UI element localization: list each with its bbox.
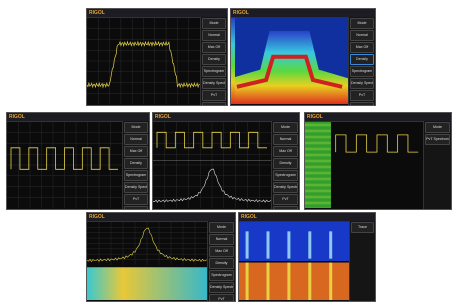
menu-item[interactable]: Density [209, 258, 234, 269]
menu-item[interactable]: PvT [202, 90, 226, 101]
burst [246, 263, 249, 300]
menu-item[interactable]: Normal [350, 30, 374, 41]
display [87, 222, 207, 300]
trace [336, 135, 419, 152]
menu-item[interactable]: Density Spectrogram [273, 182, 298, 193]
menu-item[interactable]: Mode [202, 18, 226, 29]
brand-logo: RIGOL [241, 214, 257, 220]
brand-logo: RIGOL [155, 114, 171, 120]
menu-item[interactable]: Density Spectrogram [209, 282, 234, 293]
menu-item[interactable]: Density [350, 54, 374, 65]
screenshot: RIGOL Trace [238, 212, 376, 302]
menu-item[interactable]: Max Off [273, 146, 298, 157]
menu-item[interactable]: PvT Spectrum [425, 134, 450, 145]
menu-item[interactable]: PvT [350, 90, 374, 101]
burst [246, 231, 249, 258]
brand-logo: RIGOL [89, 10, 105, 16]
burst [329, 231, 332, 258]
brand-logo: RIGOL [89, 214, 105, 220]
menu-item[interactable]: Density Spectrogram [124, 182, 148, 193]
spectrogram [87, 267, 207, 300]
page: (() => { const data = JSON.parse(documen… [0, 0, 456, 304]
burst [267, 263, 270, 300]
burst [287, 263, 290, 300]
menu-item[interactable]: Max Off [124, 146, 148, 157]
burst [308, 263, 311, 300]
brand-logo: RIGOL [233, 10, 249, 16]
menu-item[interactable]: Normal [209, 234, 234, 245]
burst [287, 231, 290, 258]
color-bar [231, 18, 235, 104]
burst [267, 231, 270, 258]
menu-item[interactable]: Spectrogram [209, 270, 234, 281]
menu-item[interactable]: Normal [202, 30, 226, 41]
display [7, 122, 122, 208]
display [87, 18, 200, 104]
menu-item[interactable]: Spectrogram [202, 66, 226, 77]
spectrogram [239, 263, 349, 300]
menu-item[interactable]: PvT [273, 194, 298, 205]
burst [329, 263, 332, 300]
menu-item[interactable]: Mode [273, 122, 298, 133]
menu-item[interactable]: Max Off [209, 246, 234, 257]
menu-item[interactable]: Normal [124, 134, 148, 145]
menu-item[interactable]: Mode [425, 122, 450, 133]
menu-item[interactable]: Mode [209, 222, 234, 233]
menu-item[interactable]: Spectrogram [273, 170, 298, 181]
menu-item[interactable]: Trace [351, 222, 374, 233]
display [239, 222, 349, 300]
menu-item[interactable]: Density [202, 54, 226, 65]
menu-item[interactable]: Density [124, 158, 148, 169]
spectrogram [239, 222, 349, 261]
brand-logo: RIGOL [9, 114, 25, 120]
menu-item[interactable]: Normal [273, 134, 298, 145]
menu-item[interactable]: PvT [124, 194, 148, 205]
trace [157, 132, 267, 147]
menu-item[interactable]: Spectrogram [124, 170, 148, 181]
menu-item[interactable]: Mode [350, 18, 374, 29]
display [231, 18, 348, 104]
menu-item[interactable]: PvT Spectrum [350, 102, 374, 106]
spectrogram [305, 122, 331, 208]
burst [308, 231, 311, 258]
menu-item[interactable]: PvT Spectrum [124, 206, 148, 210]
brand-logo: RIGOL [307, 114, 323, 120]
display [153, 122, 271, 208]
menu-item[interactable]: Max Off [350, 42, 374, 53]
menu-item[interactable]: Mode [124, 122, 148, 133]
menu-item[interactable]: Density Spectrogram [202, 78, 226, 89]
menu-item[interactable]: Density Spectrogram [350, 78, 374, 89]
side-menu: Trace [349, 221, 375, 301]
menu-item[interactable]: Spectrogram [350, 66, 374, 77]
menu-item[interactable]: Max Off [202, 42, 226, 53]
menu-item[interactable]: PvT Spectrum [202, 102, 226, 106]
menu-item[interactable]: PvT Spectrum [273, 206, 298, 210]
display [305, 122, 423, 208]
menu-item[interactable]: PvT [209, 294, 234, 302]
menu-item[interactable]: Density [273, 158, 298, 169]
trace [11, 148, 118, 170]
